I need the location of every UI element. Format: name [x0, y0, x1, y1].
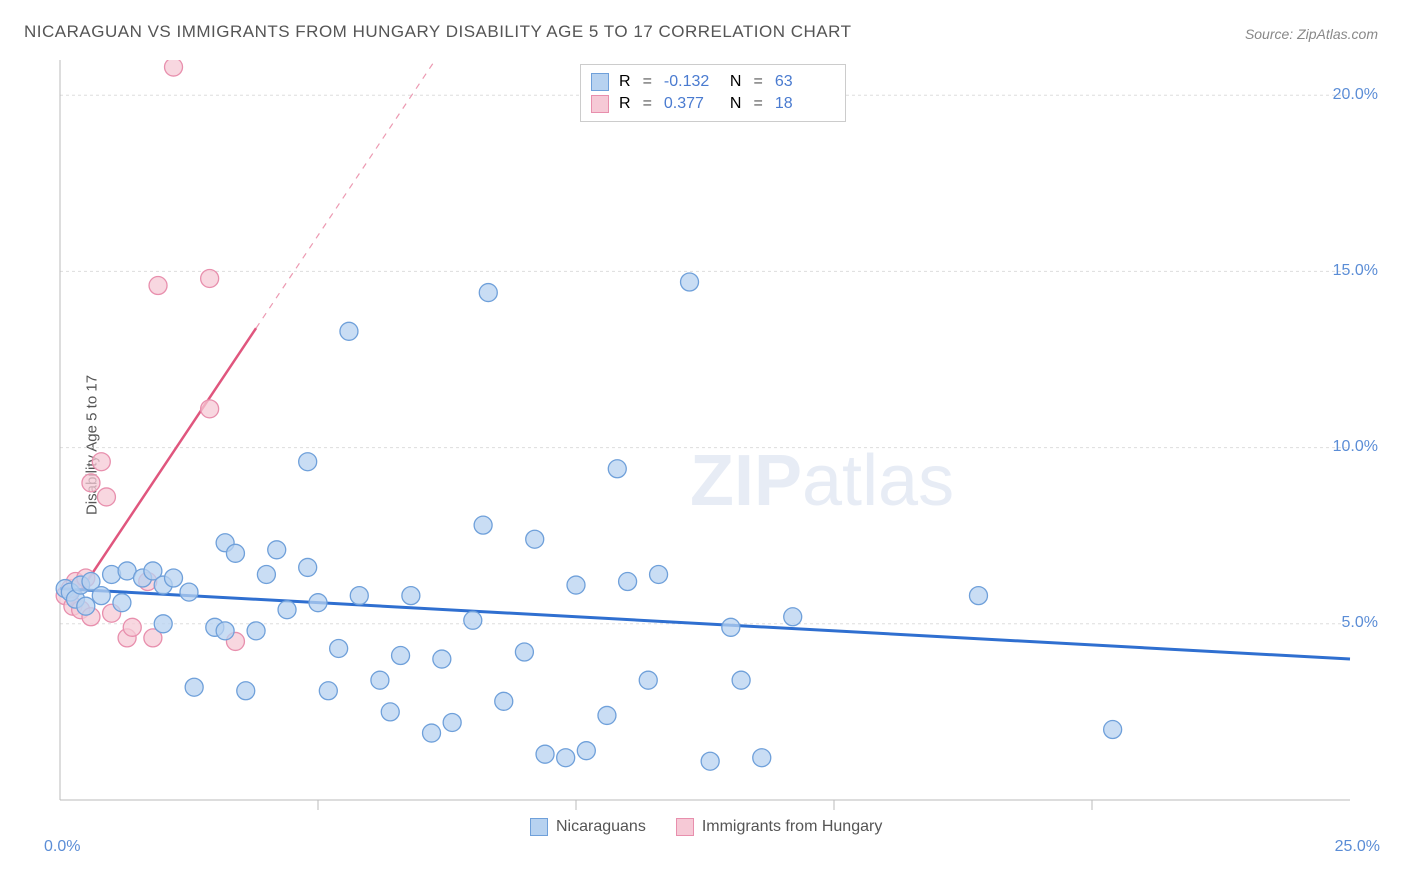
y-tick-10: 10.0% [1333, 438, 1378, 456]
chart-title: NICARAGUAN VS IMMIGRANTS FROM HUNGARY DI… [24, 22, 851, 42]
legend-row-nicaraguans: R = -0.132 N = 63 [591, 71, 831, 93]
legend-r-value-0: -0.132 [664, 73, 720, 91]
series-swatch-nicaraguans [530, 818, 548, 836]
legend-swatch-hungary [591, 95, 609, 113]
legend-r-value-1: 0.377 [664, 95, 720, 113]
x-tick-0: 0.0% [44, 838, 80, 856]
legend-eq: = [753, 95, 762, 113]
series-legend: Nicaraguans Immigrants from Hungary [530, 818, 882, 836]
x-tick-25: 25.0% [1335, 838, 1380, 856]
legend-eq: = [643, 73, 652, 91]
legend-eq: = [643, 95, 652, 113]
series-legend-hungary: Immigrants from Hungary [676, 818, 883, 836]
chart-area: Disability Age 5 to 17 ZIPatlas R = -0.1… [50, 60, 1370, 830]
legend-n-value-1: 18 [775, 95, 831, 113]
legend-n-label: N [730, 95, 742, 113]
scatter-plot [50, 60, 1370, 830]
source-attribution: Source: ZipAtlas.com [1245, 26, 1378, 42]
y-tick-20: 20.0% [1333, 86, 1378, 104]
y-tick-15: 15.0% [1333, 262, 1378, 280]
legend-r-label: R [619, 73, 631, 91]
legend-row-hungary: R = 0.377 N = 18 [591, 93, 831, 115]
legend-n-value-0: 63 [775, 73, 831, 91]
legend-n-label: N [730, 73, 742, 91]
legend-r-label: R [619, 95, 631, 113]
y-tick-5: 5.0% [1342, 614, 1378, 632]
correlation-legend: R = -0.132 N = 63 R = 0.377 N = 18 [580, 64, 846, 122]
legend-eq: = [753, 73, 762, 91]
series-swatch-hungary [676, 818, 694, 836]
series-label-nicaraguans: Nicaraguans [556, 818, 646, 836]
series-legend-nicaraguans: Nicaraguans [530, 818, 646, 836]
legend-swatch-nicaraguans [591, 73, 609, 91]
series-label-hungary: Immigrants from Hungary [702, 818, 883, 836]
